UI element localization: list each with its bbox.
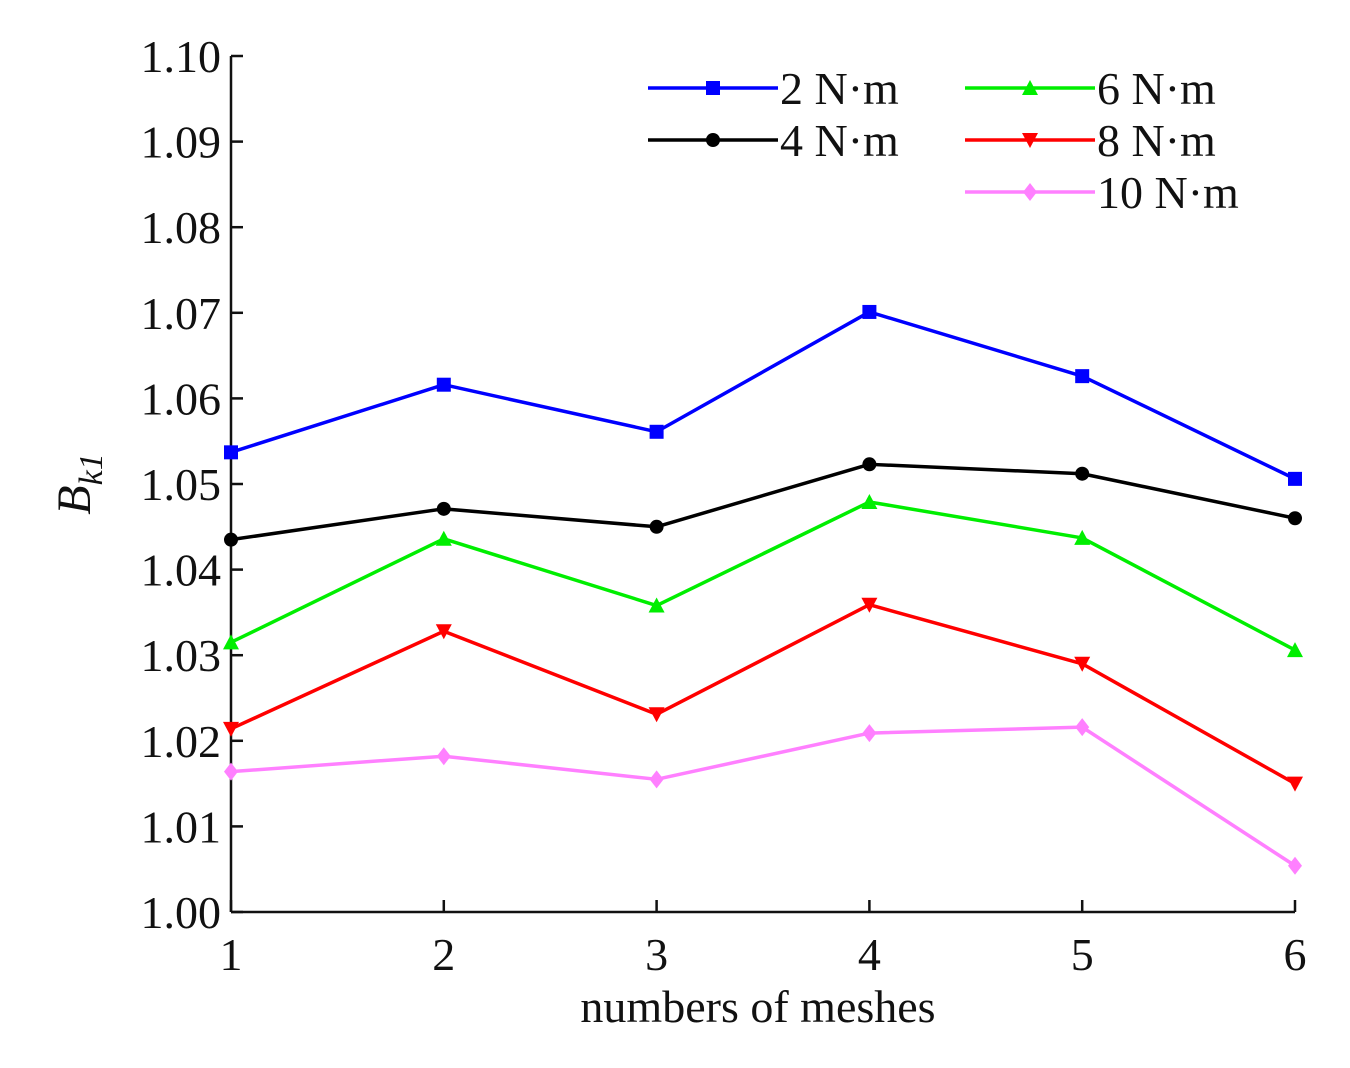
data-point bbox=[436, 501, 451, 516]
y-tick-label: 1.09 bbox=[141, 117, 222, 168]
y-ticks: 1.00 1.01 1.02 1.03 1.04 1.05 1.06 1.07 1.08 1.09… bbox=[141, 31, 243, 938]
y-tick-label: 1.05 bbox=[141, 459, 222, 510]
legend-label: 8 N·m bbox=[1097, 115, 1216, 166]
x-tick-label: 4 bbox=[858, 929, 881, 980]
series-4 bbox=[223, 597, 1303, 792]
data-point bbox=[224, 532, 238, 547]
data-point bbox=[862, 724, 877, 743]
series-line bbox=[230, 462, 1296, 542]
x-tick-label: 2 bbox=[432, 929, 455, 980]
legend-label: 10 N·m bbox=[1097, 167, 1239, 218]
series-5 bbox=[224, 718, 1302, 875]
y-tick-label: 1.04 bbox=[141, 545, 222, 596]
legend-label: 2 N·m bbox=[780, 63, 899, 114]
x-tick-label: 5 bbox=[1071, 929, 1094, 980]
data-point bbox=[1288, 856, 1302, 875]
legend-marker bbox=[1023, 183, 1037, 201]
data-point bbox=[1075, 718, 1090, 737]
data-point bbox=[1075, 466, 1090, 481]
y-axis-title-main: B bbox=[48, 485, 101, 514]
data-point bbox=[648, 597, 665, 613]
data-point bbox=[436, 747, 451, 766]
legend-marker bbox=[706, 81, 720, 95]
legend-label: 4 N·m bbox=[780, 115, 899, 166]
series-3 bbox=[223, 493, 1303, 658]
data-point bbox=[1287, 642, 1303, 658]
y-tick-label: 1.08 bbox=[141, 202, 222, 253]
data-point bbox=[861, 493, 878, 509]
x-tick-label: 3 bbox=[645, 929, 668, 980]
series-line bbox=[230, 602, 1296, 786]
data-point bbox=[649, 770, 664, 789]
data-point bbox=[435, 624, 452, 640]
data-point bbox=[224, 762, 238, 781]
legend-marker bbox=[1022, 133, 1038, 148]
data-point bbox=[1287, 776, 1303, 792]
legend-item: 8 N·m bbox=[965, 115, 1216, 166]
x-ticks: 1 2 3 4 5 6 bbox=[220, 900, 1307, 980]
data-point bbox=[1288, 511, 1302, 526]
legend: 2 N·m4 N·m 6 N·m8 N·m10 N·m bbox=[648, 63, 1239, 218]
series-line bbox=[230, 725, 1296, 868]
legend-item: 4 N·m bbox=[648, 115, 899, 166]
legend-item: 2 N·m bbox=[648, 63, 899, 114]
series-line bbox=[230, 310, 1296, 481]
data-point bbox=[1074, 529, 1091, 545]
legend-item: 6 N·m bbox=[965, 63, 1216, 114]
legend-marker bbox=[1022, 80, 1038, 95]
data-point bbox=[1074, 656, 1091, 672]
y-axis-title: Bk1 bbox=[48, 453, 110, 514]
data-point bbox=[649, 519, 664, 534]
data-point bbox=[223, 721, 239, 737]
y-tick-label: 1.00 bbox=[141, 887, 222, 938]
data-point bbox=[861, 597, 878, 613]
data-point bbox=[648, 707, 665, 723]
data-point bbox=[436, 377, 451, 392]
legend-marker bbox=[706, 133, 720, 147]
data-point bbox=[1075, 369, 1090, 384]
x-tick-label: 1 bbox=[220, 929, 243, 980]
series-line bbox=[230, 500, 1296, 652]
data-point bbox=[862, 304, 877, 319]
y-tick-label: 1.01 bbox=[141, 801, 222, 852]
data-point bbox=[862, 457, 877, 472]
y-tick-label: 1.02 bbox=[141, 716, 222, 767]
x-axis-title: numbers of meshes bbox=[580, 981, 935, 1032]
y-tick-label: 1.10 bbox=[141, 31, 222, 82]
legend-label: 6 N·m bbox=[1097, 63, 1216, 114]
data-point bbox=[224, 445, 238, 460]
y-tick-label: 1.07 bbox=[141, 288, 222, 339]
series-2 bbox=[224, 457, 1302, 547]
y-tick-label: 1.06 bbox=[141, 373, 222, 424]
x-tick-label: 6 bbox=[1284, 929, 1307, 980]
y-axis-title-subscript: k1 bbox=[73, 453, 110, 485]
data-point bbox=[1288, 471, 1302, 486]
y-tick-label: 1.03 bbox=[141, 630, 222, 681]
data-point bbox=[435, 530, 452, 546]
data-point bbox=[649, 424, 664, 439]
legend-item: 10 N·m bbox=[965, 167, 1239, 218]
series-1 bbox=[224, 304, 1302, 486]
series-layer bbox=[223, 304, 1303, 875]
data-point bbox=[223, 634, 239, 650]
